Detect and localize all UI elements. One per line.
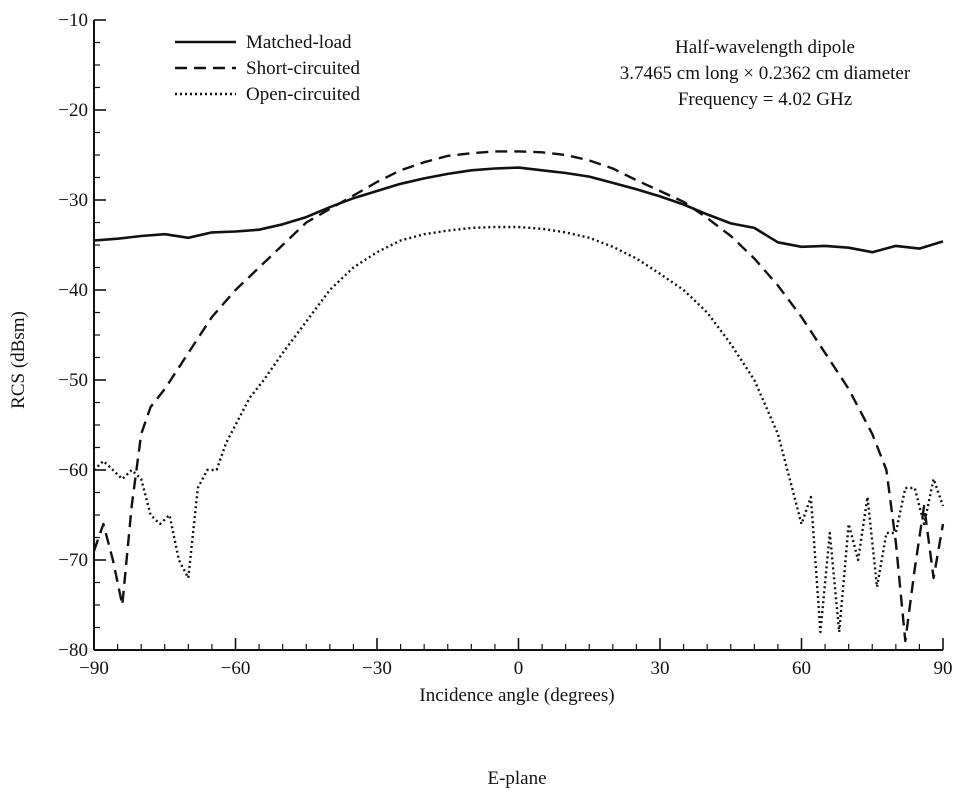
- y-tick-label: −60: [58, 460, 88, 481]
- x-tick-label: 0: [514, 658, 524, 679]
- y-tick-label: −20: [58, 100, 88, 121]
- annotation-line-2: 3.7465 cm long × 0.2362 cm diameter: [620, 63, 911, 84]
- series-line-matched-load: [93, 166, 944, 254]
- legend: Matched-load Short-circuited Open-circuite…: [175, 32, 360, 105]
- y-tick-label: −40: [58, 280, 88, 301]
- chart-annotation: Half-wavelength dipole 3.7465 cm long × …: [620, 37, 911, 110]
- x-tick-label: −30: [362, 658, 392, 679]
- axis-ticks: −90 −60 −30 0 30 60 90 −10 −20 −30 −40 −50 −60 −70 −80: [58, 10, 952, 679]
- y-axis-title: RCS (dBsm): [8, 311, 29, 409]
- plot-series: [92, 150, 945, 643]
- y-tick-label: −30: [58, 190, 88, 211]
- y-tick-label: −70: [58, 550, 88, 571]
- figure-caption: E-plane: [487, 768, 546, 789]
- y-tick-label: −10: [58, 10, 88, 31]
- y-tick-label: −50: [58, 370, 88, 391]
- x-tick-label: −90: [79, 658, 109, 679]
- annotation-line-3: Frequency = 4.02 GHz: [678, 89, 852, 110]
- series-line-open-circuited: [93, 225, 945, 634]
- legend-entry-label: Short-circuited: [246, 58, 360, 79]
- y-tick-label: −80: [58, 640, 88, 661]
- axes-frame: [93, 20, 943, 651]
- x-axis-title: Incidence angle (degrees): [419, 685, 614, 706]
- series-line-short-circuited: [92, 150, 945, 643]
- legend-entry-label: Open-circuited: [246, 84, 360, 105]
- x-tick-label: 90: [934, 658, 953, 679]
- x-tick-label: −60: [221, 658, 251, 679]
- x-tick-label: 60: [792, 658, 811, 679]
- x-tick-label: 30: [651, 658, 670, 679]
- annotation-line-1: Half-wavelength dipole: [675, 37, 855, 58]
- legend-entry-label: Matched-load: [246, 32, 352, 53]
